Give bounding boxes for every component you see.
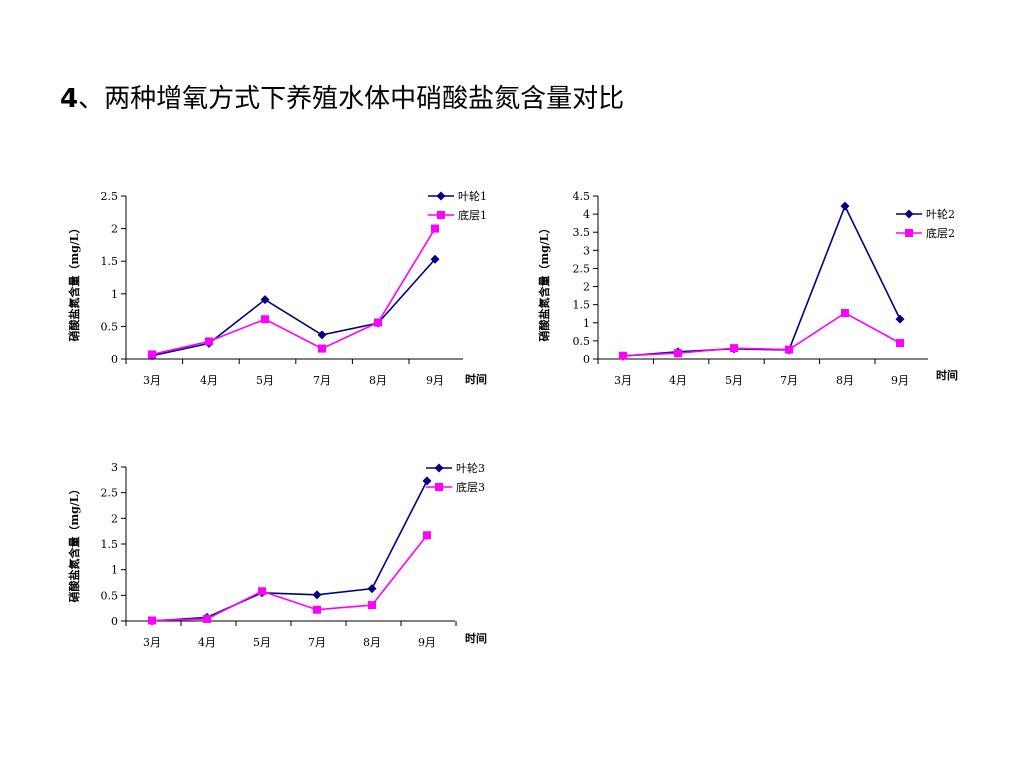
- c1-legend-label-1: 叶轮1: [458, 189, 487, 203]
- c1-x-tick-label: 3月: [143, 374, 161, 387]
- c3-x-tick-label: 9月: [418, 636, 436, 649]
- c2-y-tick-label: 3.5: [573, 226, 591, 239]
- c3-series-1-point: [422, 476, 432, 486]
- c1-series-2-point: [261, 315, 269, 324]
- c3-y-tick-label: 1: [111, 564, 118, 577]
- c3-series-1-point: [367, 584, 377, 594]
- c1-y-tick-label: 2: [111, 223, 118, 236]
- c1-series-1-point: [317, 330, 327, 340]
- c2-legend-marker-1: [904, 209, 914, 219]
- c3-series-2-point: [313, 605, 321, 614]
- c3-y-tick-label: 1.5: [101, 538, 119, 551]
- c1-series-2-point: [148, 350, 156, 359]
- c2-x-tick-label: 5月: [725, 374, 743, 387]
- c2-series-2-point: [841, 308, 849, 317]
- c2-y-tick-label: 0: [583, 353, 590, 366]
- c1-series-2-point: [431, 224, 439, 233]
- c2-y-tick-label: 2: [583, 281, 590, 294]
- c2-series-2-point: [674, 349, 682, 358]
- c2-series-2-point: [896, 339, 904, 348]
- c2-series-1-point: [840, 201, 850, 211]
- c2-y-tick-label: 1.5: [573, 299, 591, 312]
- c3-x-tick-label: 8月: [363, 636, 381, 649]
- c2-x-tick-label: 7月: [780, 374, 798, 387]
- c2-y-tick-label: 2.5: [573, 262, 591, 275]
- c2-x-tick-label: 4月: [669, 374, 687, 387]
- c2-x-tick-label: 9月: [891, 374, 909, 387]
- c1-series-1-point: [430, 254, 440, 264]
- title-number: 4: [60, 84, 79, 114]
- c1-x-tick-label: 7月: [313, 374, 331, 387]
- c3-legend-marker-1: [434, 463, 444, 473]
- c3-x-tick-label: 5月: [253, 636, 271, 649]
- c1-x-tick-label: 8月: [369, 374, 387, 387]
- c1-y-tick-label: 0: [111, 353, 118, 366]
- c2-y-tick-label: 3: [583, 244, 590, 257]
- c3-x-tick-label: 3月: [143, 636, 161, 649]
- c3-series-line-2: [151, 534, 428, 622]
- c3-series-2-point: [148, 616, 156, 625]
- c2-series-2-point: [785, 345, 793, 354]
- c3-legend-label-1: 叶轮3: [456, 461, 485, 475]
- c2-legend-label-1: 叶轮2: [926, 207, 955, 221]
- c3-y-tick-label: 2.5: [101, 487, 119, 500]
- c1-series-2-point: [205, 337, 213, 346]
- c3-series-line-1: [151, 480, 428, 622]
- c3-series-2-point: [203, 614, 211, 623]
- c1-legend-marker-2: [437, 211, 445, 219]
- title-text: 、两种增氧方式下养殖水体中硝酸盐氮含量对比: [78, 84, 625, 114]
- c3-y-tick-label: 0: [111, 615, 118, 628]
- c1-x-axis-label: 时间: [465, 372, 487, 386]
- c1-series-2-point: [374, 318, 382, 327]
- c1-series-2-point: [318, 344, 326, 353]
- c1-series-line-1: [151, 258, 436, 357]
- c3-series-1-point: [312, 590, 322, 600]
- c2-series-2-point: [730, 344, 738, 353]
- c1-x-tick-label: 4月: [200, 374, 218, 387]
- c1-y-tick-label: 0.5: [101, 320, 119, 333]
- c1-x-tick-label: 5月: [256, 374, 274, 387]
- c3-x-tick-label: 4月: [198, 636, 216, 649]
- c1-series-line-2: [151, 228, 436, 356]
- c2-series-1-point: [895, 314, 905, 324]
- c1-y-tick-label: 1.5: [101, 255, 119, 268]
- c1-legend-marker-1: [436, 191, 446, 201]
- c2-x-tick-label: 8月: [836, 374, 854, 387]
- c2-y-tick-label: 4.5: [573, 190, 591, 203]
- c1-x-tick-label: 9月: [426, 374, 444, 387]
- c1-y-tick-label: 2.5: [101, 190, 119, 203]
- c3-y-tick-label: 0.5: [101, 589, 119, 602]
- c2-y-tick-label: 4: [583, 208, 590, 221]
- c2-y-tick-label: 1: [583, 317, 590, 330]
- c3-y-axis-label: 硝酸盐氮含量（mg/L）: [67, 483, 81, 602]
- c1-y-axis-label: 硝酸盐氮含量（mg/L）: [67, 222, 81, 341]
- c2-y-tick-label: 0.5: [573, 335, 591, 348]
- c3-x-axis-label: 时间: [465, 631, 487, 645]
- c3-y-tick-label: 2: [111, 512, 118, 525]
- c3-series-2-point: [368, 601, 376, 610]
- c1-series-1-point: [260, 295, 270, 305]
- c3-series-2-point: [423, 531, 431, 540]
- c2-series-2-point: [619, 351, 627, 360]
- c1-legend-label-2: 底层1: [458, 208, 487, 222]
- c1-y-tick-label: 1: [111, 288, 118, 301]
- c2-y-axis-label: 硝酸盐氮含量（mg/L）: [537, 222, 551, 341]
- page-title: 4、两种增氧方式下养殖水体中硝酸盐氮含量对比: [60, 78, 624, 115]
- c3-series-2-point: [258, 587, 266, 596]
- c3-legend-marker-2: [435, 483, 443, 491]
- c2-legend-marker-2: [905, 229, 913, 237]
- c2-x-axis-label: 时间: [936, 368, 958, 382]
- c2-series-line-1: [622, 204, 901, 357]
- c3-legend-label-2: 底层3: [456, 480, 485, 494]
- c2-series-line-2: [622, 312, 901, 357]
- c3-y-tick-label: 3: [111, 461, 118, 474]
- c2-x-tick-label: 3月: [614, 374, 632, 387]
- c3-x-tick-label: 7月: [308, 636, 326, 649]
- c2-legend-label-2: 底层2: [926, 226, 955, 240]
